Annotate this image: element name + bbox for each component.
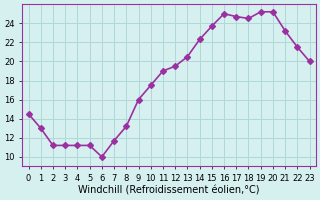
X-axis label: Windchill (Refroidissement éolien,°C): Windchill (Refroidissement éolien,°C) xyxy=(78,186,260,196)
